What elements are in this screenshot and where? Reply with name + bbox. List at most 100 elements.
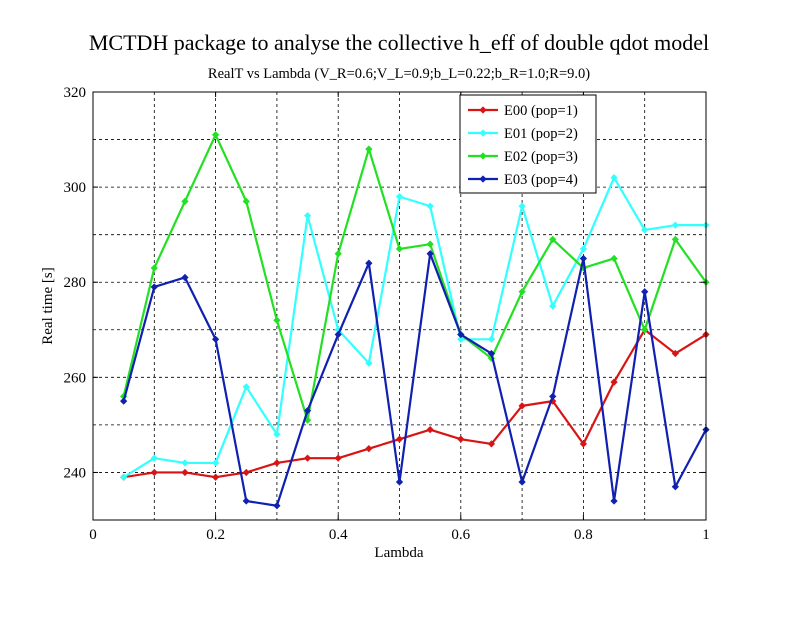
legend: E00 (pop=1) E01 (pop=2) E02 (pop=3) E03 (po…: [459, 94, 597, 194]
data-point: [579, 245, 588, 253]
data-point: [242, 468, 250, 477]
data-point: [303, 212, 312, 220]
data-point: [395, 478, 404, 486]
legend-label: E01 (pop=2): [504, 126, 578, 142]
legend-swatch-marker: [479, 175, 487, 183]
x-tick-label: 0: [89, 527, 97, 543]
data-point: [579, 440, 588, 448]
data-point: [150, 264, 158, 272]
data-point: [242, 197, 250, 206]
data-point: [120, 473, 128, 481]
data-point: [211, 131, 220, 139]
legend-label: E00 (pop=1): [504, 103, 578, 119]
data-point: [518, 288, 526, 296]
data-point: [150, 454, 158, 462]
x-tick-label: 0.4: [329, 527, 348, 543]
data-point: [610, 254, 618, 263]
data-point: [273, 430, 281, 439]
data-point: [211, 473, 220, 481]
data-point: [303, 454, 312, 462]
x-tick-label: 0.2: [206, 527, 225, 543]
series-lines: [120, 131, 710, 510]
data-point: [457, 435, 465, 443]
x-tick-label: 0.8: [574, 527, 593, 543]
data-point: [518, 478, 526, 486]
chart-subtitle: RealT vs Lambda (V_R=0.6;V_L=0.9;b_L=0.2…: [208, 66, 590, 82]
chart-title: MCTDH package to analyse the collective …: [89, 30, 709, 55]
data-point: [641, 326, 649, 334]
data-point: [365, 359, 373, 367]
series-line: [123, 328, 707, 479]
series-group: [120, 250, 710, 510]
y-tick-label: 280: [64, 275, 87, 291]
data-point: [549, 302, 557, 310]
data-point: [457, 335, 465, 343]
data-point: [242, 497, 250, 505]
legend-label: E03 (pop=4): [504, 172, 578, 188]
data-point: [365, 145, 373, 153]
data-point: [181, 459, 189, 467]
data-point: [518, 202, 526, 210]
data-point: [579, 254, 588, 263]
data-point: [610, 378, 618, 386]
y-tick-label: 260: [64, 370, 87, 386]
legend-swatch-marker: [479, 152, 487, 160]
y-axis-label: Real time [s]: [40, 267, 56, 344]
data-point: [426, 202, 434, 210]
data-point: [150, 283, 158, 291]
x-axis-label: Lambda: [374, 545, 423, 561]
data-point: [181, 273, 189, 282]
grid-lines: [93, 92, 706, 520]
data-point: [671, 221, 679, 229]
data-point: [610, 497, 618, 505]
y-tick-label: 320: [64, 85, 87, 101]
data-point: [211, 335, 220, 343]
legend-swatch-marker: [479, 106, 487, 114]
data-point: [181, 468, 189, 477]
data-point: [273, 459, 281, 467]
data-point: [518, 402, 526, 410]
data-point: [150, 468, 158, 477]
data-point: [120, 397, 128, 405]
legend-swatch-marker: [479, 129, 487, 137]
data-point: [426, 426, 434, 434]
data-point: [426, 240, 434, 248]
data-point: [365, 445, 373, 453]
axis-ticks: 0 0.2 0.4 0.6 0.8 1 240 260 280 300 320: [64, 85, 710, 543]
data-point: [641, 226, 649, 234]
data-point: [426, 250, 434, 258]
plot-frame: [92, 91, 707, 521]
data-point: [303, 406, 312, 415]
data-point: [671, 483, 679, 491]
data-point: [610, 173, 618, 182]
data-point: [487, 349, 496, 358]
data-point: [181, 197, 189, 206]
legend-label: E02 (pop=3): [504, 149, 578, 165]
data-point: [487, 335, 496, 343]
data-point: [273, 316, 281, 324]
data-point: [211, 459, 220, 467]
series-line: [122, 252, 707, 507]
series-line: [122, 133, 707, 422]
data-point: [671, 349, 679, 358]
data-point: [334, 250, 342, 258]
data-point: [273, 502, 281, 510]
data-point: [395, 435, 404, 443]
data-point: [334, 454, 342, 462]
y-tick-label: 240: [64, 465, 87, 481]
data-point: [487, 440, 496, 448]
data-point: [395, 192, 404, 201]
x-tick-label: 1: [702, 527, 710, 543]
x-tick-label: 0.6: [451, 527, 470, 543]
data-point: [641, 288, 649, 296]
data-point: [334, 330, 342, 339]
data-point: [242, 383, 250, 391]
data-point: [671, 235, 679, 244]
data-point: [395, 245, 404, 253]
series-line: [123, 176, 706, 479]
data-point: [549, 392, 557, 400]
data-point: [365, 259, 373, 267]
